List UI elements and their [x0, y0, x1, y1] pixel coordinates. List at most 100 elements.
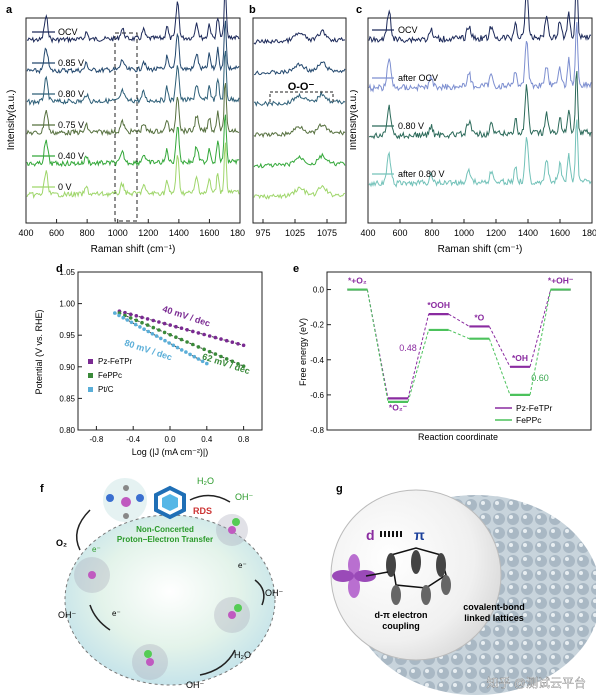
spectrum-a-5	[26, 142, 240, 199]
label-oh-left: OH⁻	[58, 610, 77, 620]
point-d-2-11	[159, 336, 163, 341]
tick-label-c-1: 600	[392, 228, 407, 238]
panel-c: c OCV after OCV 0.80 V after 0.80 V 400 600 8…	[350, 0, 596, 255]
tick-label-b-2: 1075	[317, 228, 337, 238]
point-d-1-19	[224, 357, 229, 361]
tick-label-a-2: 800	[80, 228, 95, 238]
legend-label-d-0: Pz-FeTPr	[98, 357, 133, 366]
point-d-0-11	[179, 326, 184, 330]
panel-letter-d: d	[56, 263, 63, 275]
label-h2o-bottom: H₂O	[234, 650, 251, 660]
fit-line-d-1	[119, 312, 244, 367]
spectrum-a-0	[26, 0, 240, 44]
point-d-0-17	[213, 335, 218, 340]
connector-e-1-1	[407, 329, 430, 403]
point-d-0-3	[134, 314, 139, 318]
tick-label-c-3: 1000	[454, 228, 474, 238]
point-d-2-22	[205, 361, 209, 366]
x-axis-label-c: Raman shift (cm⁻¹)	[438, 244, 523, 255]
legend-e: Pz-FeTPr FePPc	[495, 403, 553, 425]
tick-label-c-7: 1800	[582, 228, 596, 238]
label-o2: O₂	[56, 538, 67, 548]
point-d-0-2	[128, 312, 133, 317]
axes-e: 0.0 -0.2 -0.4 -0.6 -0.8	[310, 286, 331, 435]
label-e-1: e⁻	[92, 545, 101, 554]
point-d-1-2	[128, 316, 133, 320]
label-lattice-1: covalent-bond	[463, 602, 525, 612]
point-d-0-8	[162, 321, 167, 326]
legend-label-d-1: FePPc	[98, 371, 122, 380]
point-d-2-12	[163, 338, 167, 343]
point-d-2-18	[188, 352, 192, 357]
electron-dots-icon	[380, 531, 402, 537]
point-d-0-15	[202, 332, 206, 337]
point-d-1-13	[191, 342, 195, 347]
panel-f: f H₂O OH⁻ RDS O₂ e⁻ Non-Concerted	[40, 476, 284, 690]
point-d-1-21	[236, 362, 240, 366]
series-label-c-0: OCV	[398, 25, 418, 35]
arrow-left-down	[89, 604, 111, 631]
spectrum-b-4	[253, 152, 346, 169]
point-d-1-16	[207, 349, 212, 354]
point-d-2-19	[192, 354, 197, 359]
point-d-2-7	[142, 327, 146, 331]
tick-label-d-y-3: 0.95	[59, 331, 75, 340]
connector-e-1-3	[488, 338, 511, 396]
point-d-2-20	[196, 357, 201, 361]
tick-label-a-5: 1400	[169, 228, 189, 238]
pi-ring-icon	[365, 547, 451, 605]
tick-label-c-5: 1400	[518, 228, 538, 238]
spectrum-b-1	[253, 61, 346, 76]
connector-e-0-3	[488, 326, 511, 368]
x-ticks-b: 975 1025 1075	[255, 219, 337, 238]
label-ncpet-2: Proton−Electron Transfer	[117, 535, 213, 544]
point-d-1-11	[179, 337, 184, 342]
point-d-1-9	[168, 333, 172, 337]
tick-label-e-y-2: -0.4	[310, 356, 324, 365]
highlight-box	[114, 32, 138, 222]
arrow-left-up	[75, 509, 91, 551]
series-labels-a: OCV 0.85 V 0.80 V 0.75 V 0.40 V 0 V	[32, 27, 84, 192]
series-label-c-3: after 0.80 V	[398, 169, 445, 179]
catalyst-molecule-top	[103, 478, 186, 522]
tick-label-c-6: 1600	[550, 228, 570, 238]
series-labels-c: OCV after OCV 0.80 V after 0.80 V	[372, 25, 445, 179]
panel-a: a OCV 0.85 V 0.80 V 0.75 V 0.40 V 0 V 400 600 8…	[6, 0, 245, 255]
panel-b: b O-O⁻ 975 1025 1075	[249, 4, 347, 238]
legend-label-e-1: FePPc	[516, 415, 542, 425]
connector-e-1-4	[529, 289, 552, 395]
spectrum-a-4	[26, 114, 240, 168]
tick-label-a-0: 400	[18, 228, 33, 238]
y-axis-label-d: Potential (V vs. RHE)	[34, 309, 44, 394]
series-label-a-0: OCV	[58, 27, 78, 37]
point-d-1-20	[230, 359, 235, 364]
point-d-0-9	[168, 323, 172, 327]
series-label-c-2: 0.80 V	[398, 121, 424, 131]
point-d-2-17	[184, 350, 188, 354]
step-label-e-5: *+OH⁻	[548, 276, 574, 286]
d-orbital-icon	[332, 554, 376, 598]
o-o-bracket	[269, 91, 334, 102]
slope-label-d-1: 62 mV / dec	[201, 351, 251, 376]
tick-label-e-y-4: -0.8	[310, 426, 324, 435]
label-e-2: e⁻	[238, 561, 247, 570]
x-ticks-c: 400 600 800 1000 1200 1400 1600 1800	[360, 219, 596, 238]
arrow-bottom	[199, 649, 236, 676]
label-rds: RDS	[193, 506, 212, 516]
watermark: 知乎 @测试云平台	[486, 675, 586, 690]
point-d-0-16	[207, 334, 212, 338]
series-label-a-2: 0.80 V	[58, 89, 84, 99]
connector-e-1-2	[448, 329, 470, 340]
arrow-top	[189, 494, 231, 503]
step-labels: *+O₂ *O₂⁻ *OOH *O *OH *+OH⁻ 0.48 0.60	[348, 276, 574, 413]
label-oh-right: OH⁻	[265, 588, 284, 598]
tick-label-c-2: 800	[424, 228, 439, 238]
point-d-0-19	[224, 338, 229, 343]
plot-frame-e	[326, 271, 592, 431]
legend-label-d-2: Pt/C	[98, 385, 114, 394]
tick-label-e-y-3: -0.6	[310, 391, 324, 400]
point-d-1-5	[145, 323, 150, 327]
connector-e-1-0	[366, 289, 389, 403]
legend-marker-d-2	[88, 387, 93, 392]
